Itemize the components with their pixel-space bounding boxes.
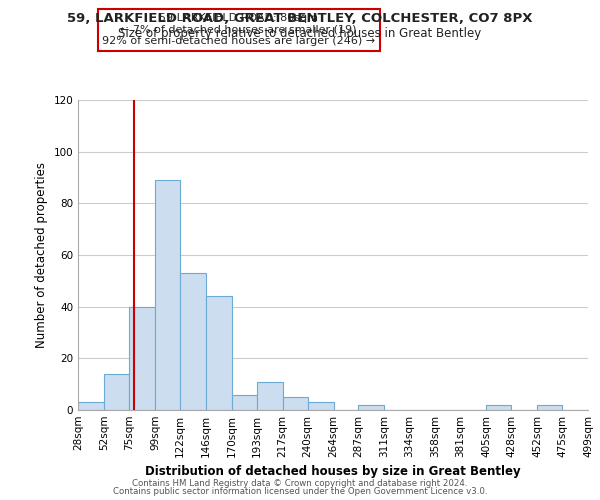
Bar [257, 382, 283, 410]
Bar [129, 306, 155, 410]
Bar [78, 402, 104, 410]
Text: Size of property relative to detached houses in Great Bentley: Size of property relative to detached ho… [118, 28, 482, 40]
Text: 59, LARKFIELD ROAD, GREAT BENTLEY, COLCHESTER, CO7 8PX: 59, LARKFIELD ROAD, GREAT BENTLEY, COLCH… [67, 12, 533, 26]
Y-axis label: Number of detached properties: Number of detached properties [35, 162, 48, 348]
Bar [283, 397, 308, 410]
Bar [104, 374, 129, 410]
Bar [308, 402, 334, 410]
Bar [232, 394, 257, 410]
X-axis label: Distribution of detached houses by size in Great Bentley: Distribution of detached houses by size … [145, 466, 521, 478]
Text: Contains HM Land Registry data © Crown copyright and database right 2024.: Contains HM Land Registry data © Crown c… [132, 478, 468, 488]
Text: 59 LARKFIELD ROAD: 80sqm
← 7% of detached houses are smaller (19)
92% of semi-de: 59 LARKFIELD ROAD: 80sqm ← 7% of detache… [102, 13, 375, 46]
Bar [206, 296, 232, 410]
Bar [486, 405, 511, 410]
Bar [155, 180, 180, 410]
Bar [180, 273, 206, 410]
Bar [358, 405, 385, 410]
Bar [537, 405, 562, 410]
Text: Contains public sector information licensed under the Open Government Licence v3: Contains public sector information licen… [113, 487, 487, 496]
